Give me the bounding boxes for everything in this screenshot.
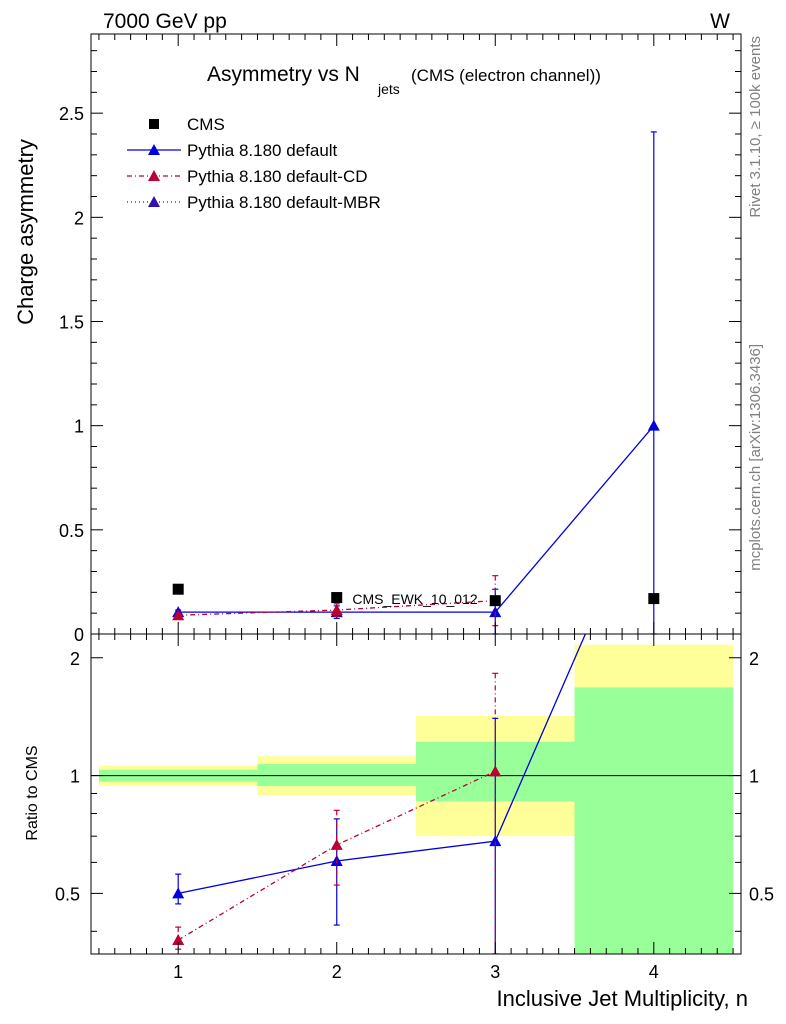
title-tail: (CMS (electron channel)) [411, 66, 601, 85]
cms-data-point [489, 595, 501, 607]
x-tick-label: 2 [332, 962, 342, 982]
main-panel: 0 0.5 1 1.5 2 2.5 CMS_EWK_10_012 Asymmetry vs… [13, 33, 742, 645]
cms-data-point [331, 592, 343, 604]
y-tick-label: 0 [74, 625, 84, 645]
legend-label: Pythia 8.180 default-CD [187, 167, 368, 186]
ratio-panel: 1 2 3 4 0.5 0.5 1 1 2 2 Ratio to CMS [24, 633, 774, 982]
legend-marker-triangle [148, 196, 160, 207]
header-left: 7000 GeV pp [103, 10, 227, 33]
legend-marker-triangle [148, 170, 160, 181]
x-tick-label: 1 [173, 962, 183, 982]
rivet-label: Rivet 3.1.10, ≥ 100k events [747, 36, 764, 218]
y-tick-label: 1.5 [59, 313, 84, 333]
x-tick-label: 4 [649, 962, 659, 982]
ratio-tick-label-right: 0.5 [749, 884, 774, 904]
ratio-tick-label-left: 2 [70, 649, 80, 669]
mcplots-label: mcplots.cern.ch [arXiv:1306.3436] [747, 344, 764, 571]
legend-label: CMS [187, 115, 225, 134]
ratio-tick-label-right: 1 [749, 767, 759, 787]
ratio-marker-1 [172, 934, 185, 946]
watermark-text: CMS_EWK_10_012 [352, 591, 478, 607]
ratio-marker-0 [489, 835, 502, 847]
legend-label: Pythia 8.180 default [187, 141, 338, 160]
title-sub: jets [377, 81, 400, 97]
chart-title: Asymmetry vs N jets (CMS (electron chann… [207, 63, 601, 97]
y-tick-label: 1 [74, 417, 84, 437]
y-tick-label: 2 [74, 208, 84, 228]
title-main: Asymmetry vs N [207, 63, 360, 86]
legend-label: Pythia 8.180 default-MBR [187, 193, 381, 212]
ratio-series-group [172, 634, 587, 954]
ratio-line-0 [178, 634, 587, 895]
x-axis-label: Inclusive Jet Multiplicity, n [497, 986, 748, 1011]
y-tick-label: 2.5 [59, 104, 84, 124]
header-right: W [710, 10, 730, 33]
series-marker-1 [330, 604, 343, 616]
ratio-marker-1 [489, 765, 502, 777]
cms-data-point [172, 583, 184, 595]
ratio-axis-label: Ratio to CMS [24, 745, 41, 840]
y-axis-label: Charge asymmetry [13, 139, 38, 325]
ratio-tick-label-left: 1 [70, 767, 80, 787]
series-marker-0 [647, 419, 660, 431]
series-line-0 [178, 425, 655, 613]
ratio-marker-1 [330, 838, 343, 850]
series-marker-1 [172, 609, 185, 621]
legend-marker-square [149, 119, 159, 129]
ratio-tick-label-right: 2 [749, 649, 759, 669]
series-marker-0 [489, 606, 502, 618]
ratio-band-green [574, 687, 734, 954]
legend-marker-triangle [148, 144, 160, 155]
ratio-tick-label-left: 0.5 [55, 884, 80, 904]
y-tick-label: 0.5 [59, 521, 84, 541]
ratio-marker-0 [172, 887, 185, 899]
cms-data-point [648, 593, 660, 605]
x-tick-label: 3 [490, 962, 500, 982]
legend: CMS Pythia 8.180 default Pythia 8.180 defa… [127, 115, 381, 212]
